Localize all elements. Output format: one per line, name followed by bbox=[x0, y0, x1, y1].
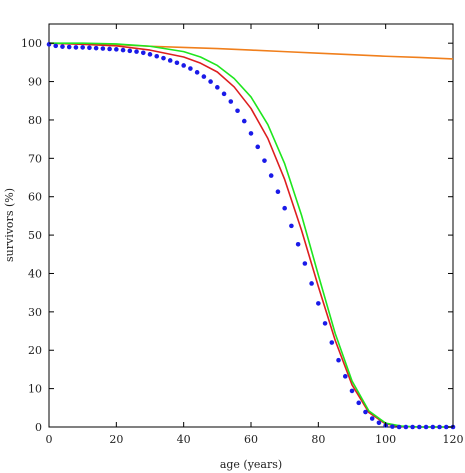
y-axis-label: survivors (%) bbox=[3, 188, 16, 262]
data-point bbox=[396, 424, 402, 430]
data-point bbox=[241, 118, 247, 124]
y-tick-label: 80 bbox=[28, 114, 42, 127]
data-point bbox=[66, 44, 72, 50]
data-point bbox=[120, 47, 126, 53]
data-point bbox=[188, 66, 193, 71]
data-point bbox=[140, 50, 146, 56]
data-point bbox=[268, 173, 274, 178]
data-point bbox=[376, 420, 382, 426]
data-point bbox=[282, 205, 287, 211]
plot-area bbox=[48, 23, 454, 428]
x-tick-label: 40 bbox=[177, 433, 191, 446]
data-point bbox=[289, 223, 294, 229]
series-points-3 bbox=[46, 42, 456, 430]
x-tick-label: 0 bbox=[46, 433, 53, 446]
data-point bbox=[167, 58, 173, 63]
data-point bbox=[423, 424, 429, 430]
data-point bbox=[228, 99, 234, 104]
y-tick-label: 50 bbox=[28, 229, 42, 242]
data-point bbox=[437, 424, 442, 430]
data-point bbox=[295, 242, 301, 247]
data-point bbox=[410, 424, 415, 430]
data-point bbox=[369, 416, 375, 421]
data-point bbox=[275, 189, 281, 195]
data-point bbox=[309, 281, 314, 286]
y-tick-label: 0 bbox=[35, 421, 42, 434]
series-line-1 bbox=[48, 42, 453, 428]
data-point bbox=[114, 47, 119, 52]
y-tick-label: 60 bbox=[28, 191, 42, 204]
data-point bbox=[194, 70, 200, 75]
data-point bbox=[60, 44, 65, 49]
y-tick-label: 90 bbox=[28, 76, 42, 89]
x-tick-label: 100 bbox=[375, 433, 396, 446]
data-point bbox=[161, 55, 166, 61]
data-point bbox=[134, 49, 139, 54]
y-tick-label: 100 bbox=[21, 37, 42, 50]
data-point bbox=[248, 131, 254, 136]
data-point bbox=[342, 374, 348, 379]
data-point bbox=[417, 424, 422, 430]
data-point bbox=[208, 79, 213, 84]
x-tick-label: 120 bbox=[443, 433, 464, 446]
data-point bbox=[443, 424, 449, 430]
data-point bbox=[336, 357, 341, 363]
plot-frame bbox=[48, 23, 454, 428]
y-tick-label: 20 bbox=[28, 344, 42, 357]
data-point bbox=[262, 158, 267, 163]
series-layer bbox=[46, 42, 456, 430]
data-point bbox=[53, 43, 59, 49]
data-point bbox=[316, 301, 321, 306]
axis-layer: 0 20 40 60 80 100 120 0 10 20 30 40 50 60 70 80 90 100 bbox=[21, 24, 464, 446]
data-point bbox=[302, 261, 308, 266]
y-tick-label: 30 bbox=[28, 306, 42, 319]
x-tick-label: 20 bbox=[109, 433, 123, 446]
data-point bbox=[87, 45, 92, 51]
data-point bbox=[390, 424, 395, 429]
x-tick-label: 60 bbox=[244, 433, 258, 446]
y-tick-label: 40 bbox=[28, 267, 42, 280]
data-point bbox=[215, 85, 220, 90]
y-tick-label: 10 bbox=[28, 383, 42, 396]
data-point bbox=[363, 409, 368, 415]
series-line-2 bbox=[49, 42, 453, 428]
data-point bbox=[174, 60, 180, 66]
data-point bbox=[147, 52, 153, 57]
data-point bbox=[100, 46, 106, 51]
data-point bbox=[221, 91, 227, 97]
data-point bbox=[356, 400, 362, 406]
x-axis-label: age (years) bbox=[220, 458, 282, 471]
data-point bbox=[349, 388, 355, 394]
data-point bbox=[107, 46, 112, 52]
data-point bbox=[235, 108, 240, 114]
y-tick-label: 70 bbox=[28, 152, 42, 165]
data-point bbox=[329, 340, 335, 345]
data-point bbox=[154, 53, 160, 59]
data-point bbox=[201, 74, 207, 79]
data-point bbox=[322, 321, 328, 326]
data-point bbox=[181, 63, 186, 68]
data-point bbox=[80, 45, 85, 50]
data-point bbox=[430, 424, 436, 430]
x-tick-label: 80 bbox=[311, 433, 325, 446]
data-point bbox=[255, 144, 261, 150]
data-point bbox=[127, 48, 133, 54]
data-point bbox=[403, 424, 409, 430]
data-point bbox=[73, 45, 79, 50]
data-point bbox=[93, 45, 99, 51]
